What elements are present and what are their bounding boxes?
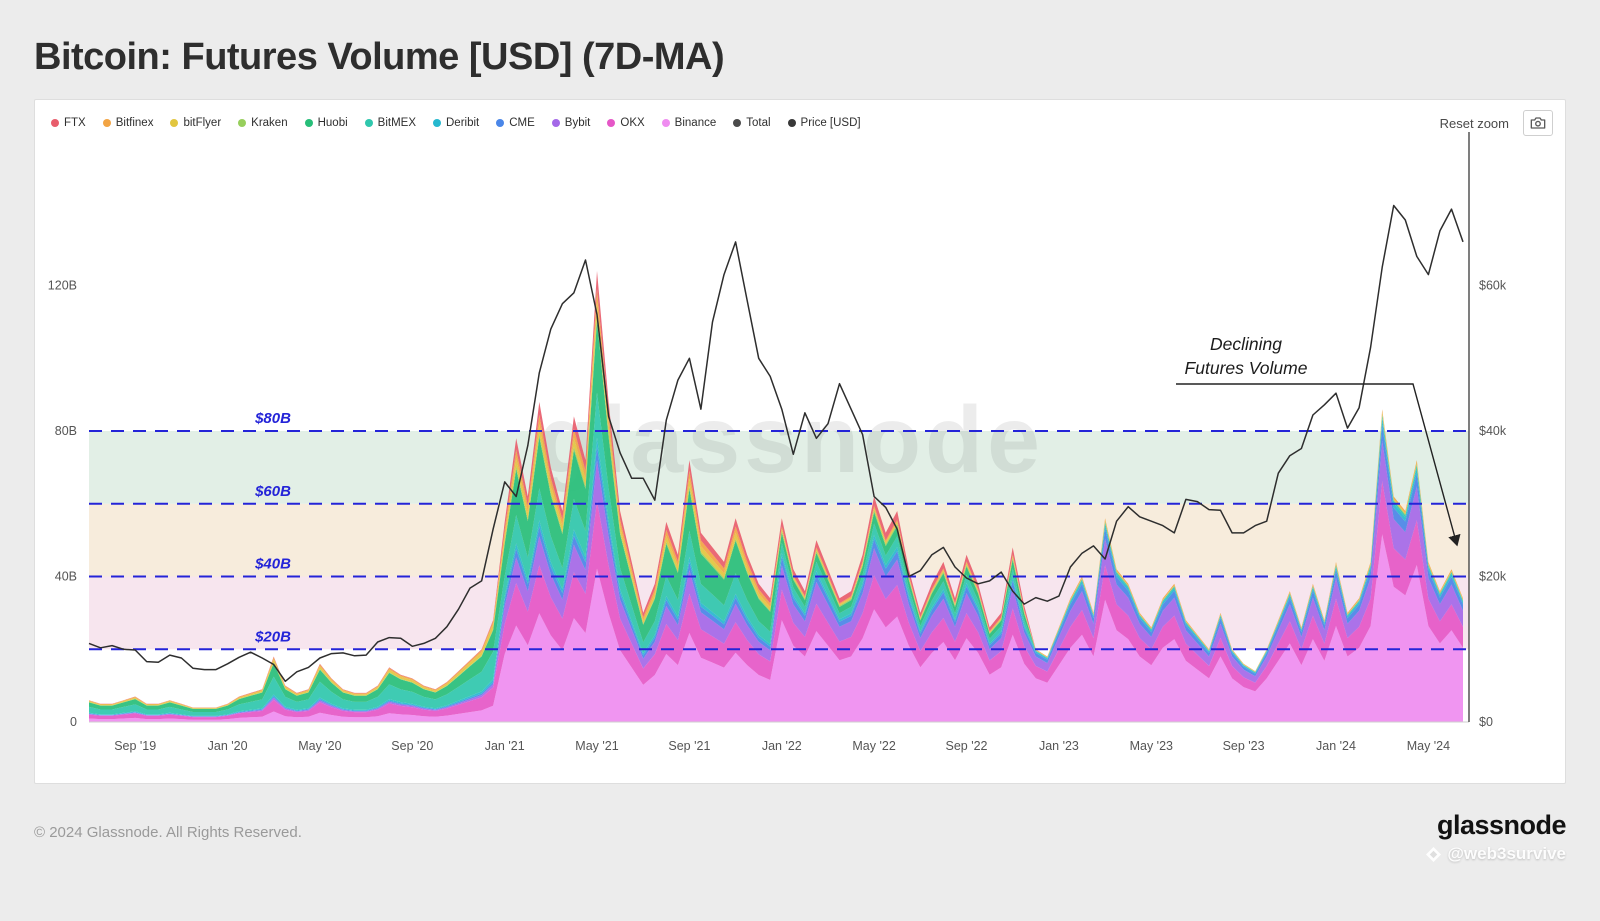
legend-label: BitMEX — [377, 117, 416, 129]
left-axis-tick: 120B — [48, 279, 77, 293]
legend-label: Total — [746, 117, 771, 129]
legend-label: Price [USD] — [800, 117, 861, 129]
x-axis-tick: May '23 — [1130, 739, 1173, 753]
legend-item-total[interactable]: Total — [733, 117, 771, 129]
legend: FTX Bitfinex bitFlyer Kraken Huobi BitMEX Deri… — [51, 117, 861, 129]
legend-dot — [787, 119, 796, 127]
x-axis-tick: Jan '23 — [1039, 739, 1079, 753]
legend-label: Huobi — [317, 117, 348, 129]
left-axis-tick: 0 — [70, 715, 77, 729]
legend-item-bitfinex[interactable]: Bitfinex — [102, 117, 154, 129]
toolbar-right: Reset zoom — [1440, 110, 1553, 136]
legend-dot — [433, 119, 441, 127]
x-axis-tick: Sep '21 — [668, 739, 710, 753]
legend-dot — [661, 119, 670, 127]
x-axis-tick: Sep '20 — [391, 739, 433, 753]
legend-label: OKX — [620, 117, 645, 129]
guide-label: $40B — [254, 556, 291, 573]
legend-dot — [51, 119, 59, 127]
x-axis-tick: Sep '23 — [1223, 739, 1265, 753]
chart-card: glassnode $20B $40B $60B $80B 0 40B 80B 120B $0 $2… — [34, 99, 1566, 784]
legend-label: Kraken — [251, 117, 288, 129]
x-axis-tick: May '24 — [1407, 739, 1450, 753]
legend-dot — [551, 119, 560, 127]
legend-label: Deribit — [446, 117, 480, 129]
screenshot-button[interactable] — [1523, 110, 1553, 136]
annotation-line1: Declining — [1210, 334, 1282, 354]
legend-item-binance[interactable]: Binance — [661, 117, 717, 129]
guide-band — [89, 431, 1469, 504]
legend-item-deribit[interactable]: Deribit — [433, 117, 479, 129]
legend-label: bitFlyer — [183, 117, 222, 129]
watermark-handle: @web3survive — [1426, 844, 1566, 864]
guide-label: $60B — [254, 483, 291, 500]
x-axis-tick: May '22 — [852, 739, 895, 753]
right-axis-tick: $40k — [1479, 424, 1507, 438]
price-line — [88, 204, 1464, 683]
legend-item-okx[interactable]: OKX — [607, 117, 645, 129]
legend-item-price-usd-[interactable]: Price [USD] — [787, 117, 861, 129]
page-title: Bitcoin: Futures Volume [USD] (7D-MA) — [34, 36, 725, 78]
legend-item-bitflyer[interactable]: bitFlyer — [170, 117, 221, 129]
left-axis-tick: 80B — [55, 424, 77, 438]
x-axis-tick: May '20 — [298, 739, 341, 753]
brand-block: glassnode @web3survive — [1426, 810, 1566, 864]
legend-label: Bybit — [564, 117, 591, 129]
legend-dot — [733, 119, 742, 127]
legend-item-huobi[interactable]: Huobi — [304, 117, 348, 129]
legend-label: CME — [509, 117, 535, 129]
annotation-arrow — [1176, 383, 1461, 547]
right-axis-tick: $60k — [1479, 279, 1507, 293]
legend-dot — [102, 119, 111, 127]
legend-dot — [364, 119, 373, 127]
x-axis-tick: Jan '20 — [208, 739, 248, 753]
legend-label: FTX — [64, 117, 86, 129]
annotation-line2: Futures Volume — [1185, 358, 1308, 378]
x-axis-tick: Jan '22 — [762, 739, 802, 753]
x-axis-tick: May '21 — [575, 739, 618, 753]
glassnode-diamond-icon — [1426, 846, 1442, 862]
left-axis-tick: 40B — [55, 570, 77, 584]
glassnode-wordmark: glassnode — [1436, 810, 1567, 840]
area-series-binance — [89, 534, 1463, 722]
camera-icon — [1530, 117, 1546, 129]
right-axis-tick: $20k — [1479, 570, 1507, 584]
x-axis-tick: Sep '22 — [945, 739, 987, 753]
right-axis-tick: $0 — [1479, 715, 1493, 729]
toolbar-row: FTX Bitfinex bitFlyer Kraken Huobi BitMEX Deri… — [35, 100, 1565, 136]
legend-item-bybit[interactable]: Bybit — [551, 117, 591, 129]
guide-label: $20B — [254, 628, 291, 645]
legend-dot — [304, 119, 313, 127]
legend-item-bitmex[interactable]: BitMEX — [364, 117, 416, 129]
copyright: © 2024 Glassnode. All Rights Reserved. — [34, 824, 302, 841]
legend-dot — [238, 119, 247, 127]
legend-label: Bitfinex — [115, 117, 154, 129]
footer: © 2024 Glassnode. All Rights Reserved. g… — [34, 810, 1566, 864]
legend-label: Binance — [674, 117, 717, 129]
x-axis-tick: Jan '21 — [485, 739, 525, 753]
legend-item-cme[interactable]: CME — [496, 117, 535, 129]
x-axis-tick: Jan '24 — [1316, 739, 1356, 753]
guide-label: $80B — [254, 410, 291, 427]
futures-volume-chart[interactable]: glassnode$20B$40B$60B$80B040B80B120B$0$2… — [35, 100, 1565, 783]
reset-zoom-button[interactable]: Reset zoom — [1439, 115, 1509, 131]
x-axis-tick: Sep '19 — [114, 739, 156, 753]
legend-dot — [607, 119, 616, 127]
legend-dot — [170, 119, 179, 127]
watermark-handle-text: @web3survive — [1447, 844, 1566, 863]
legend-item-ftx[interactable]: FTX — [51, 117, 86, 129]
legend-item-kraken[interactable]: Kraken — [238, 117, 288, 129]
legend-dot — [496, 119, 505, 127]
